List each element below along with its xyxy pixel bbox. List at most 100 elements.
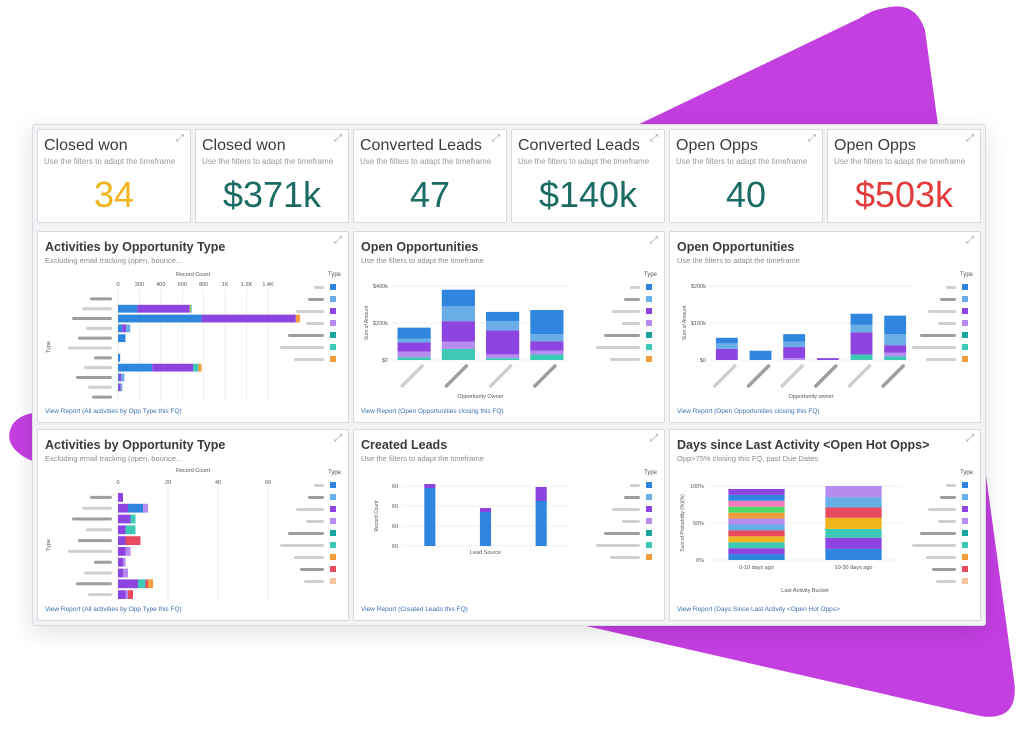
bar-segment [397,342,431,352]
bar-segment [121,373,125,382]
view-report-link[interactable]: View Report (Days Since Last Activity <O… [677,606,840,613]
expand-icon[interactable]: ⤢ [334,433,342,444]
bar-segment [816,358,839,360]
expand-icon[interactable]: ⤢ [808,133,816,144]
bar-segment [118,503,128,513]
legend-swatch [330,344,336,350]
bar-segment [715,343,738,349]
expand-icon[interactable]: ⤢ [650,433,658,444]
bar-segment [850,332,873,355]
expand-icon[interactable]: ⤢ [334,235,342,246]
legend-swatch [330,578,336,584]
legend-swatch [962,344,968,350]
x-tick-label: 200 [135,282,144,288]
y-axis-title: Sum of Amount [682,305,688,340]
bar-segment [486,311,520,322]
legend-swatch [962,356,968,362]
bar-segment [530,341,564,351]
view-report-link[interactable]: View Report (Open Opportunities closing … [677,408,820,415]
legend-swatch [330,356,336,362]
x-axis-title: Opportunity Owner [457,394,503,400]
stacked-bar-chart: $0 $100k $200k Sum of Amount Opportunity own… [682,272,974,400]
chart-title: Created Leads [361,438,448,452]
kpi-card-converted-leads-amount: Converted Leads Use the filters to adapt… [511,129,665,223]
x-tick-label: 40 [215,480,221,486]
legend-swatch [646,554,652,560]
bar-segment [201,314,296,323]
view-report-link[interactable]: View Report (Open Opportunities closing … [361,408,504,415]
bar-segment [441,341,475,349]
legend-title: Type [960,470,974,476]
bar-segment [123,568,128,578]
bar-segment [530,310,564,335]
bar-segment [825,528,882,538]
bar-segment [884,315,907,335]
x-tick-label: 1K [222,282,229,288]
expand-icon[interactable]: ⤢ [966,133,974,144]
y-tick-label [68,346,112,350]
bar-segment [145,579,148,589]
legend-label [612,508,640,511]
bar-segment [486,321,520,331]
x-axis-title: Record Count [176,272,210,278]
legend-swatch [646,308,652,314]
y-tick-label [90,495,112,499]
expand-icon[interactable]: ⤢ [650,133,658,144]
x-tick-label: 20 [165,480,171,486]
bar-segment [728,524,785,531]
legend-label [622,520,640,523]
legend-swatch [646,320,652,326]
hbar-chart: Record Count 0 200 400 600 800 1K 1.2K 1.4K Type T… [46,272,342,402]
bar-segment [728,500,785,507]
bar-segment [486,354,520,359]
legend-label [936,580,956,583]
bar-segment [749,350,772,360]
chart-card-activities-by-opp-type-2: Activities by Opportunity Type Excluding… [37,429,349,621]
bar-segment [118,304,138,313]
kpi-value: $140k [538,174,638,215]
y-tick-label [76,375,112,379]
kpi-subtitle: Use the filters to adapt the timeframe [518,157,650,166]
y-tick-label [76,582,112,586]
bar-segment [118,353,121,362]
legend-label [306,520,324,523]
kpi-card-open-opps-amount: Open Opps Use the filters to adapt the t… [827,129,981,223]
expand-icon[interactable]: ⤢ [966,433,974,444]
expand-icon[interactable]: ⤢ [650,235,658,246]
bar-segment [130,514,136,524]
expand-icon[interactable]: ⤢ [176,133,184,144]
view-report-link[interactable]: View Report (All activities by Opp Type … [45,606,182,613]
bar-segment [728,512,785,519]
kpi-value: $503k [854,174,954,215]
view-report-link[interactable]: View Report (Created Leads this FQ) [361,606,468,613]
legend-swatch [330,296,336,302]
legend-label [300,568,324,571]
expand-icon[interactable]: ⤢ [966,235,974,246]
kpi-value: 34 [93,174,135,215]
legend-swatch [646,296,652,302]
legend-swatch [962,530,968,536]
legend-label [288,334,324,337]
legend-swatch [330,308,336,314]
legend-title: Type [644,272,658,278]
legend-swatch [330,542,336,548]
bar-segment [118,383,119,392]
expand-icon[interactable]: ⤢ [334,133,342,144]
bar-segment [118,334,126,343]
y-axis-title: Type [46,341,52,353]
bar-segment [118,493,123,502]
legend-label [304,580,324,583]
view-report-link[interactable]: View Report (All activities by Opp Type … [45,408,182,415]
y-tick-label [90,297,112,301]
legend-swatch [962,482,968,488]
y-tick-label: $0 [382,358,388,364]
legend-swatch [962,506,968,512]
y-tick-label [94,356,112,360]
legend-label [280,346,324,349]
legend-label [946,484,956,487]
legend-label [308,298,324,301]
legend-label [926,358,956,361]
chart-title: Open Opportunities [677,240,795,254]
expand-icon[interactable]: ⤢ [492,133,500,144]
chart-subtitle: Opp>75% closing this FQ, past Due Dates [677,454,819,463]
